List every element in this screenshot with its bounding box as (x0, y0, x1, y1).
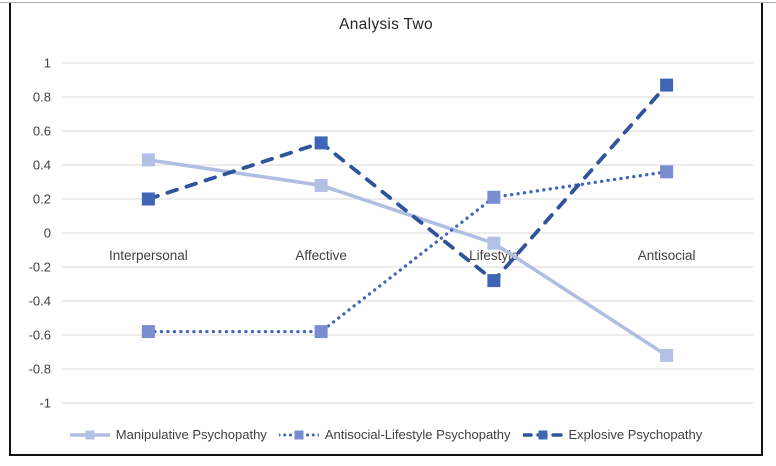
y-tick-label: 0.4 (33, 158, 51, 173)
data-point-marker (660, 78, 674, 92)
y-tick-label: 0.2 (33, 192, 51, 207)
data-point-marker (487, 236, 501, 250)
legend-label: Manipulative Psychopathy (115, 427, 267, 442)
legend-label: Antisocial-Lifestyle Psychopathy (324, 427, 511, 442)
y-tick-label: 1 (44, 56, 51, 71)
series-line (146, 170, 669, 334)
data-point-marker (141, 325, 155, 339)
data-point-marker (314, 136, 328, 150)
legend-marker (538, 430, 548, 439)
chart-legend: Manipulative Psychopathy Antisocial-Lifes… (11, 427, 761, 442)
y-tick-label: 0.8 (33, 90, 51, 105)
top-divider-line (0, 2, 776, 3)
legend-line-sample (69, 430, 110, 439)
chart-title: Analysis Two (339, 16, 433, 33)
series-line (146, 83, 669, 284)
legend-item: Manipulative Psychopathy (69, 427, 267, 442)
data-point-marker (141, 192, 155, 206)
legend-marker (294, 430, 304, 439)
y-tick-label: 0 (44, 226, 51, 241)
y-tick-label: -1 (39, 396, 51, 411)
chart-container: Analysis Two 1 0.8 0.6 0.4 0.2 0 -0.2 -0.4 -0.6 -… (9, 3, 763, 456)
line-chart-plot: 1 0.8 0.6 0.4 0.2 0 -0.2 -0.4 -0.6 -0.8 -1 Interper… (29, 56, 753, 411)
legend-label: Explosive Psychopathy (568, 427, 703, 442)
y-tick-label: -0.6 (29, 328, 51, 343)
legend-line-sample (278, 430, 319, 439)
data-point-marker (141, 153, 155, 167)
series-line (148, 158, 668, 357)
data-point-marker (660, 348, 674, 362)
data-point-marker (487, 274, 501, 288)
legend-marker (85, 430, 95, 439)
data-point-marker (487, 190, 501, 204)
y-tick-label: 0.6 (33, 124, 51, 139)
y-tick-label: -0.4 (29, 294, 51, 309)
data-point-marker (314, 325, 328, 339)
category-label: Antisocial (638, 248, 696, 263)
category-label: Affective (295, 248, 347, 263)
data-point-marker (660, 165, 674, 179)
legend-line-sample (522, 430, 563, 439)
y-tick-label: -0.8 (29, 362, 51, 377)
data-point-marker (314, 178, 328, 192)
legend-item: Explosive Psychopathy (522, 427, 703, 442)
y-tick-label: -0.2 (29, 260, 51, 275)
legend-item: Antisocial-Lifestyle Psychopathy (278, 427, 511, 442)
category-label: Interpersonal (109, 248, 188, 263)
